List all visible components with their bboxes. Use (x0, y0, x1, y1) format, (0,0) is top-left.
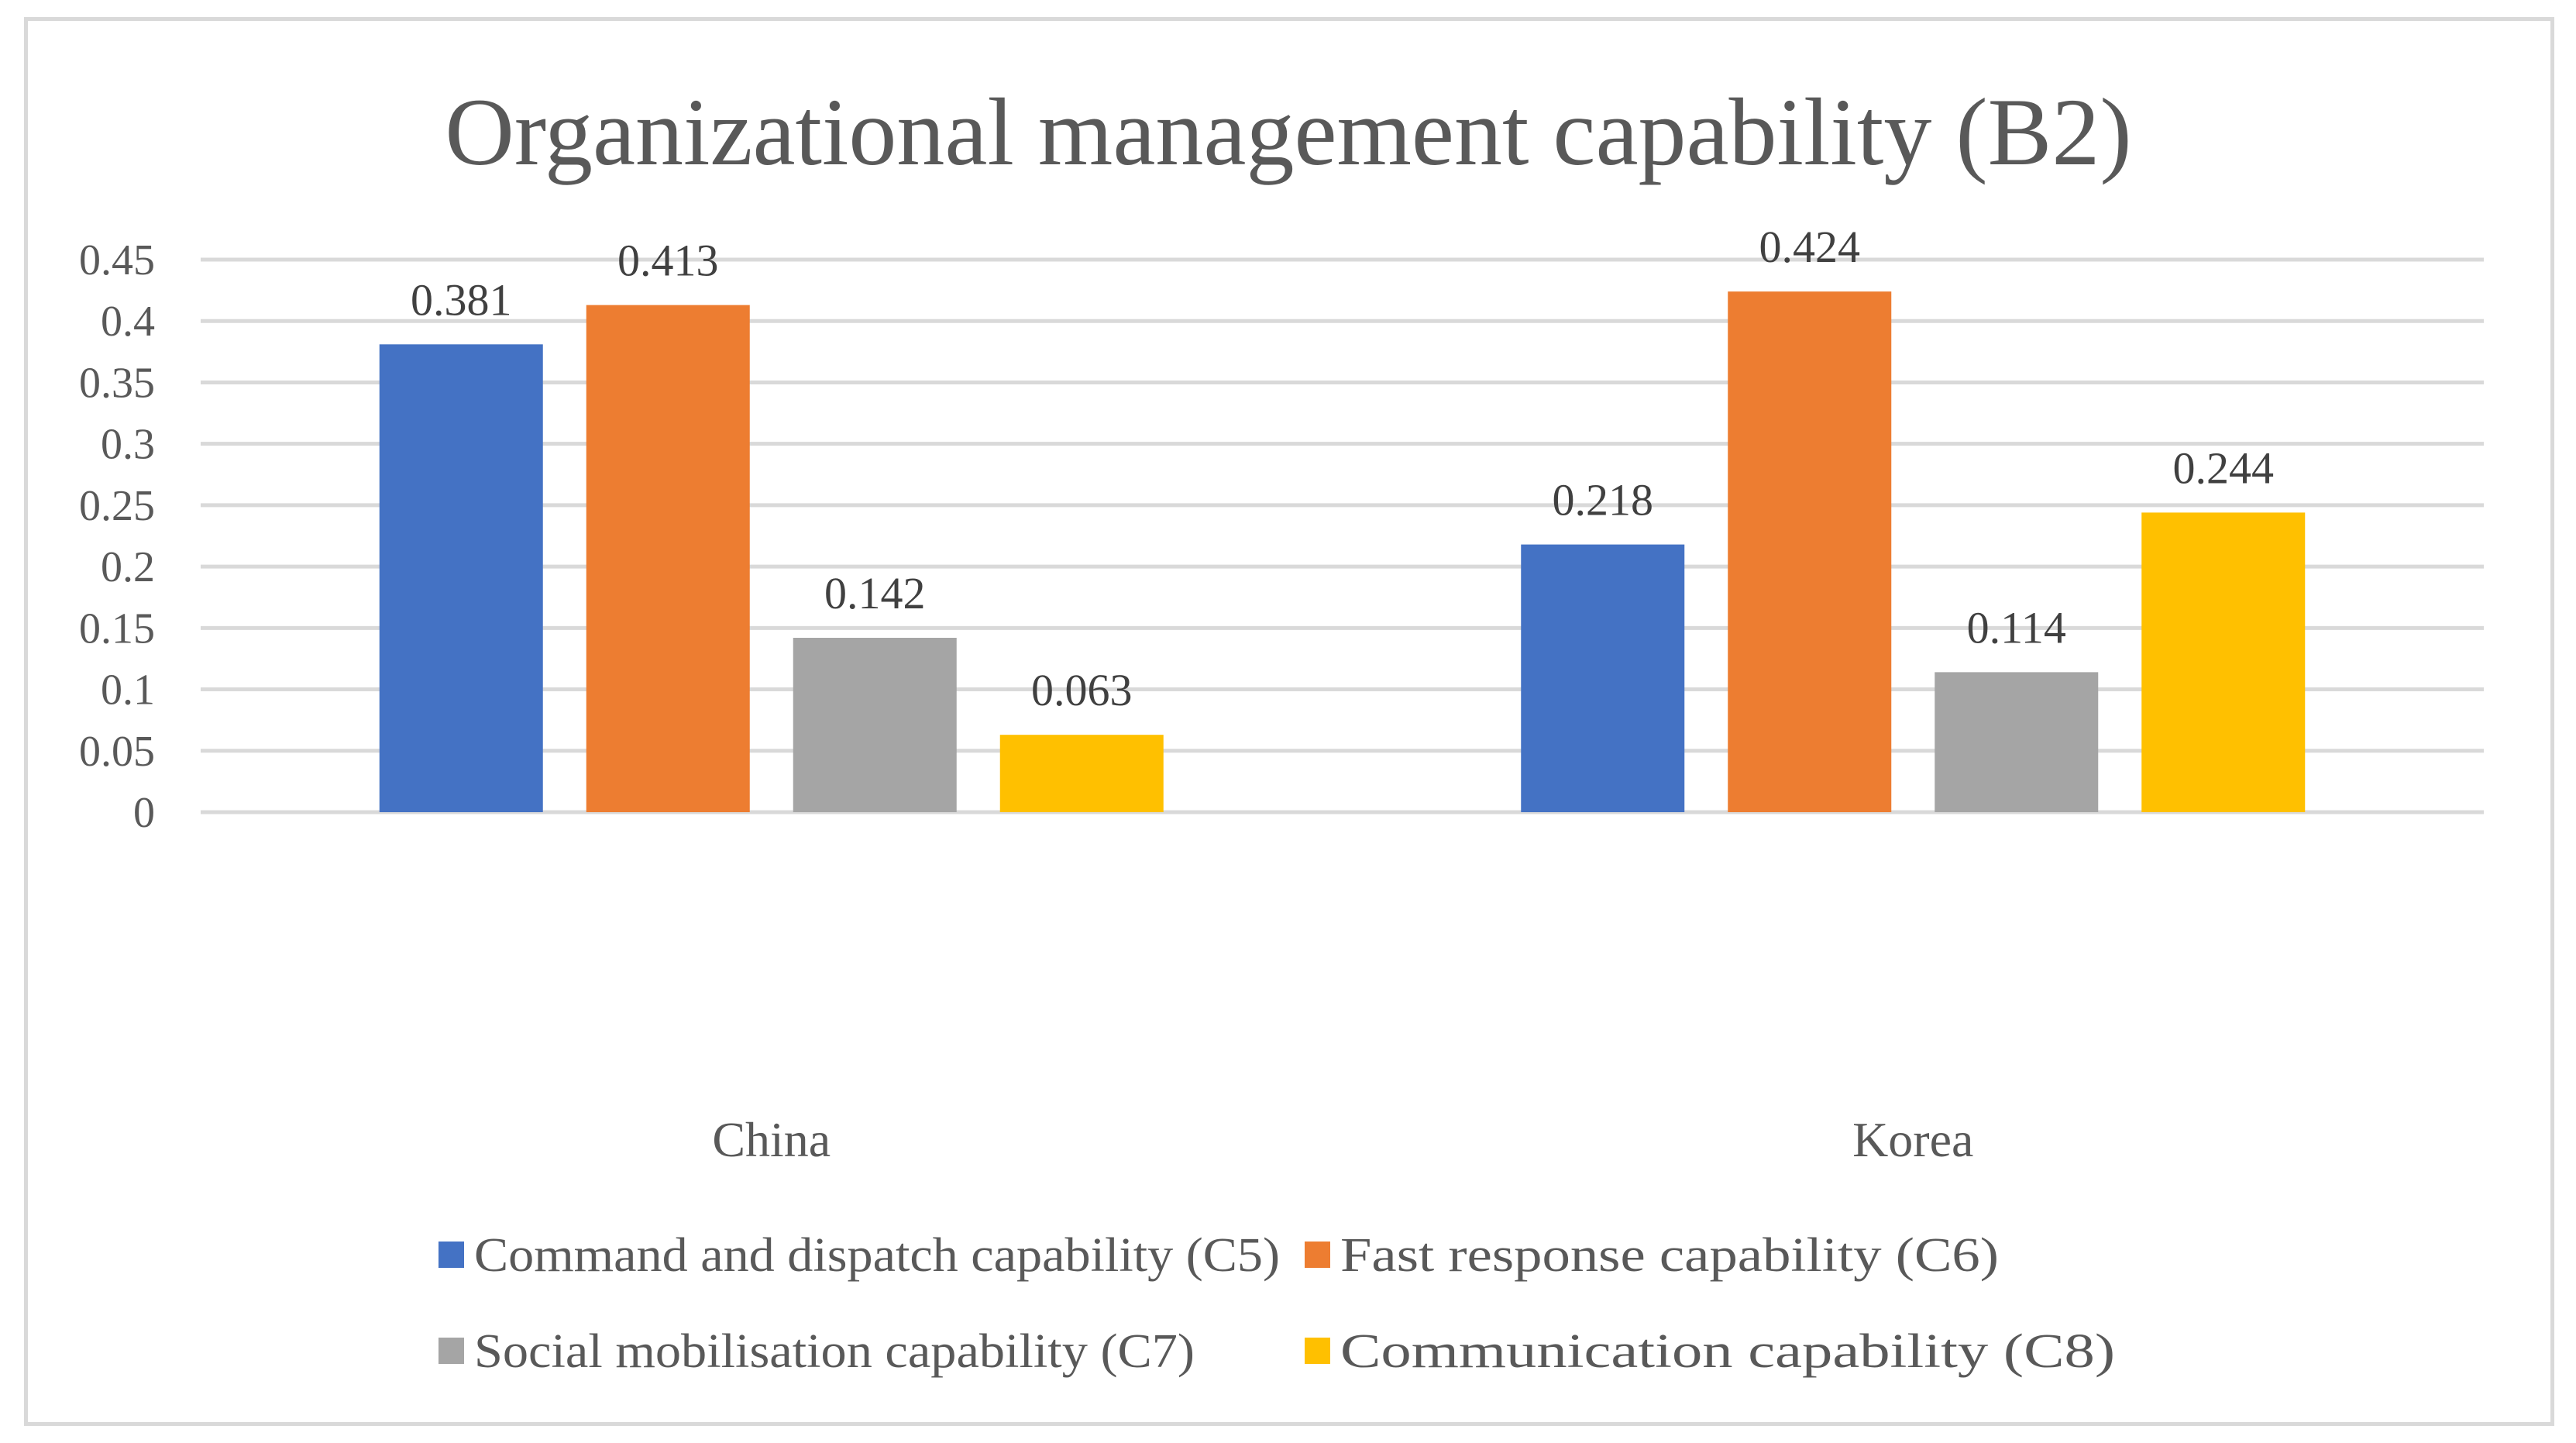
y-tick-label: 0.2 (101, 543, 155, 591)
legend-swatch (1305, 1242, 1330, 1268)
chart-title: Organizational management capability (B2… (445, 79, 2131, 185)
y-tick-label: 0.15 (79, 604, 155, 653)
legend-label: Fast response capability (C6) (1340, 1229, 1999, 1282)
legend-swatch (1305, 1338, 1330, 1364)
y-tick-label: 0.25 (79, 482, 155, 530)
y-tick-label: 0.4 (101, 298, 155, 346)
bar-china-2 (586, 305, 750, 812)
x-category-label: Korea (1852, 1112, 1973, 1167)
legend-label: Social mobilisation capability (C7) (474, 1325, 1195, 1378)
bar-china-1 (379, 344, 543, 812)
data-label: 0.413 (617, 236, 719, 286)
y-tick-label: 0.45 (79, 236, 155, 284)
legend-label: Command and dispatch capability (C5) (474, 1229, 1280, 1282)
x-category-label: China (712, 1112, 831, 1167)
bar-china-4 (999, 735, 1164, 812)
data-label: 0.381 (411, 274, 512, 325)
y-tick-label: 0 (133, 789, 155, 837)
data-label: 0.424 (1759, 222, 1861, 272)
bar-china-3 (793, 638, 957, 812)
bar-korea-4 (2141, 512, 2306, 812)
y-tick-label: 0.35 (79, 359, 155, 407)
legend-swatch (439, 1242, 464, 1268)
chart-frame (24, 17, 2554, 1426)
bar-korea-1 (1521, 544, 1685, 812)
y-tick-label: 0.1 (101, 666, 155, 715)
bar-korea-2 (1728, 291, 1892, 812)
data-label: 0.244 (2173, 443, 2275, 493)
data-label: 0.063 (1031, 665, 1133, 715)
data-label: 0.142 (824, 568, 926, 618)
data-label: 0.114 (1967, 602, 2066, 653)
y-tick-label: 0.05 (79, 728, 155, 776)
y-tick-label: 0.3 (101, 421, 155, 469)
legend-label: Communication capability (C8) (1340, 1325, 2115, 1378)
legend-swatch (439, 1338, 464, 1364)
data-label: 0.218 (1553, 475, 1654, 525)
bar-korea-3 (1935, 672, 2099, 812)
